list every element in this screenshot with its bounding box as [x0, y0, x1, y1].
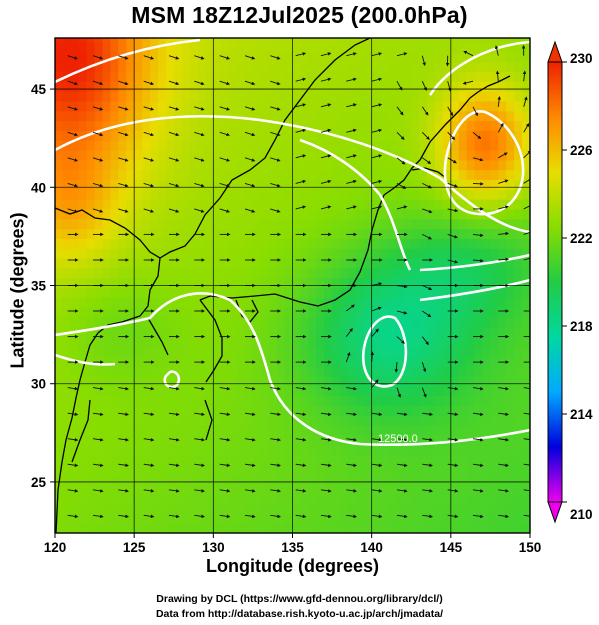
colorbar-tick-label: 222: [570, 231, 593, 246]
y-tick-label: 35: [31, 279, 47, 294]
colorbar-min-arrow: [547, 501, 563, 524]
y-tick-label: 40: [31, 180, 46, 195]
temperature-field: [55, 38, 530, 533]
x-tick-label: 125: [123, 540, 146, 555]
x-tick-label: 140: [360, 540, 383, 555]
y-axis-label: Latitude (degrees): [7, 212, 28, 369]
colorbar-tick-label: 210: [570, 507, 593, 522]
colorbar-max-arrow: [547, 40, 563, 63]
colorbar-tick-label: 218: [570, 319, 593, 334]
y-axis: 25 30 35 40 45: [31, 82, 55, 490]
contour-lines: [55, 38, 530, 446]
credit-drawing: Drawing by DCL (https://www.gfd-dennou.o…: [156, 593, 443, 605]
y-tick-label: 45: [31, 82, 47, 97]
colorbar-tick-label: 214: [570, 407, 593, 422]
coastline: [55, 38, 511, 533]
chart-title: MSM 18Z12Jul2025 (200.0hPa): [131, 2, 468, 28]
contour-label: 12500.0: [378, 433, 418, 445]
colorbar-tick-label: 230: [570, 51, 593, 66]
x-tick-label: 150: [519, 540, 542, 555]
colorbar-tick-label: 226: [570, 143, 593, 158]
y-tick-label: 30: [31, 377, 46, 392]
grid: [55, 38, 530, 533]
x-tick-label: 120: [44, 540, 67, 555]
colorbar: 210 214 218 222 226 230: [547, 40, 593, 524]
credit-data: Data from http://database.rish.kyoto-u.a…: [155, 608, 444, 620]
x-axis-label: Longitude (degrees): [205, 556, 379, 576]
y-tick-label: 25: [31, 475, 47, 490]
x-axis: 120 125 130 135 140 145 150: [44, 533, 542, 555]
x-tick-label: 130: [202, 540, 225, 555]
x-tick-label: 135: [281, 540, 304, 555]
x-tick-label: 145: [440, 540, 463, 555]
